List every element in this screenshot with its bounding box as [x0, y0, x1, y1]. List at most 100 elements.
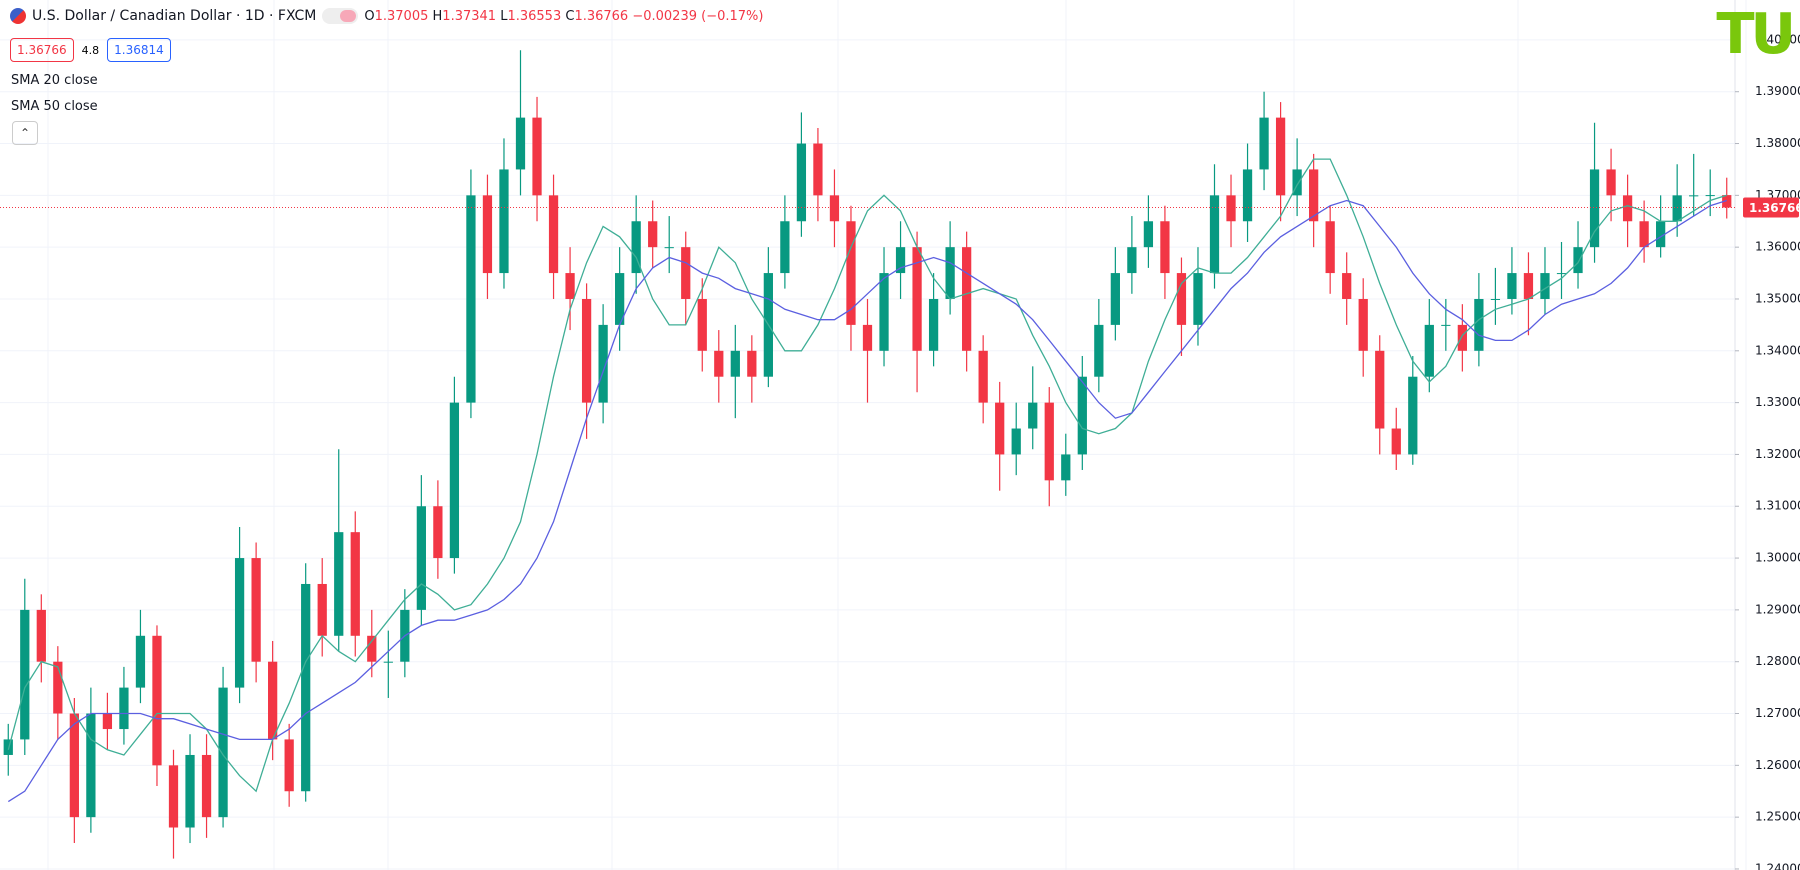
candle-body: [1672, 195, 1682, 222]
collapse-button[interactable]: ⌃: [12, 121, 38, 145]
candle-body: [1540, 273, 1550, 299]
candle-body: [1606, 169, 1616, 196]
symbol-header: U.S. Dollar / Canadian Dollar · 1D · FXC…: [10, 8, 763, 24]
quote: 1.36766 4.8 1.36814: [10, 38, 171, 62]
candle-body: [466, 195, 476, 403]
candle-body: [119, 687, 129, 730]
y-tick-label: 1.27000: [1755, 706, 1800, 720]
candle-body: [1226, 195, 1236, 222]
ohlc-values: O1.37005 H1.37341 L1.36553 C1.36766 −0.0…: [364, 9, 763, 24]
candle-body: [697, 298, 707, 351]
candle-body: [334, 532, 344, 636]
candle-body: [482, 195, 493, 274]
ask-price[interactable]: 1.36814: [107, 38, 171, 62]
candle-body: [1292, 169, 1302, 196]
candle-body: [416, 506, 426, 610]
candle-body: [1722, 195, 1732, 208]
candle-body: [1143, 221, 1154, 248]
candle-body: [1193, 273, 1203, 325]
candle-body: [1689, 195, 1699, 197]
candle-body: [53, 661, 63, 714]
candle-body: [796, 143, 807, 222]
candle-body: [928, 298, 939, 351]
candle-body: [1622, 195, 1633, 222]
candle-body: [449, 402, 460, 559]
candle-body: [367, 635, 377, 662]
candle-body: [1457, 324, 1467, 351]
candle-body: [648, 221, 658, 248]
candle-body: [862, 324, 873, 351]
candle-body: [1474, 298, 1484, 351]
candle-body: [1424, 324, 1434, 377]
candle-body: [995, 402, 1005, 455]
candle-body: [1176, 273, 1187, 325]
indicator-label[interactable]: SMA 20 close: [11, 73, 98, 88]
y-tick-label: 1.32000: [1755, 447, 1800, 461]
candle-body: [284, 739, 294, 792]
candle-body: [1408, 376, 1418, 455]
candle-body: [1061, 454, 1071, 481]
candle-body: [135, 635, 146, 688]
candle-body: [1127, 247, 1137, 274]
candle-body: [1656, 221, 1666, 248]
y-tick-label: 1.33000: [1755, 395, 1800, 409]
candle-body: [548, 195, 559, 274]
candle-body: [1309, 169, 1319, 222]
candle-body: [234, 558, 245, 688]
candle-body: [102, 713, 113, 730]
candle-body: [1441, 324, 1451, 326]
candle-body: [201, 754, 212, 818]
last-price-label: 1.36766: [1749, 201, 1800, 215]
candle-body: [251, 558, 261, 662]
ohlc-label: C: [565, 8, 575, 24]
candle-body: [1523, 273, 1534, 299]
last-price-tag: [1743, 197, 1799, 218]
candle-body: [1077, 376, 1087, 455]
candle-body: [565, 273, 575, 299]
candle-body: [301, 583, 311, 792]
y-tick-label: 1.30000: [1755, 551, 1800, 565]
indicator-label[interactable]: SMA 50 close: [11, 99, 98, 114]
symbol-title: U.S. Dollar / Canadian Dollar · 1D · FXC…: [32, 8, 317, 24]
candle-body: [1011, 428, 1021, 455]
candle-body: [1275, 117, 1286, 196]
candle-body: [730, 350, 740, 377]
y-tick-label: 1.26000: [1755, 758, 1800, 772]
candle-body: [350, 532, 360, 636]
candle-body: [829, 195, 840, 222]
candle-body: [1259, 117, 1269, 170]
y-tick-label: 1.25000: [1755, 810, 1800, 824]
toggle[interactable]: [322, 8, 359, 24]
candle-body: [1391, 428, 1401, 455]
candle-body: [879, 273, 889, 351]
sma-line: [7, 199, 1727, 803]
y-tick-label: 1.35000: [1755, 291, 1800, 305]
candle-body: [1110, 273, 1120, 325]
y-tick-label: 1.40000: [1755, 32, 1800, 46]
candle-body: [747, 350, 757, 377]
candle-body: [317, 583, 327, 636]
candle-body: [1342, 273, 1352, 299]
ohlc-label: O: [364, 8, 375, 24]
sma-line: [7, 158, 1727, 793]
candle-body: [1325, 221, 1335, 274]
candle-body: [598, 324, 608, 403]
bid-price[interactable]: 1.36766: [10, 38, 74, 62]
candle-body: [978, 350, 988, 403]
candle-body: [152, 635, 162, 766]
candle-body: [1490, 298, 1501, 300]
candle-body: [912, 247, 922, 351]
ohlc-label: L: [500, 8, 508, 24]
candle-body: [714, 350, 724, 377]
y-tick-label: 1.38000: [1755, 136, 1800, 150]
candle-body: [69, 713, 79, 818]
candle-body: [631, 221, 641, 274]
candle-body: [1242, 169, 1253, 222]
y-tick-label: 1.31000: [1755, 499, 1800, 513]
candle-body: [168, 765, 179, 828]
candle-body: [1209, 195, 1220, 274]
y-tick-label: 1.36000: [1755, 240, 1800, 254]
candle-body: [433, 506, 443, 559]
